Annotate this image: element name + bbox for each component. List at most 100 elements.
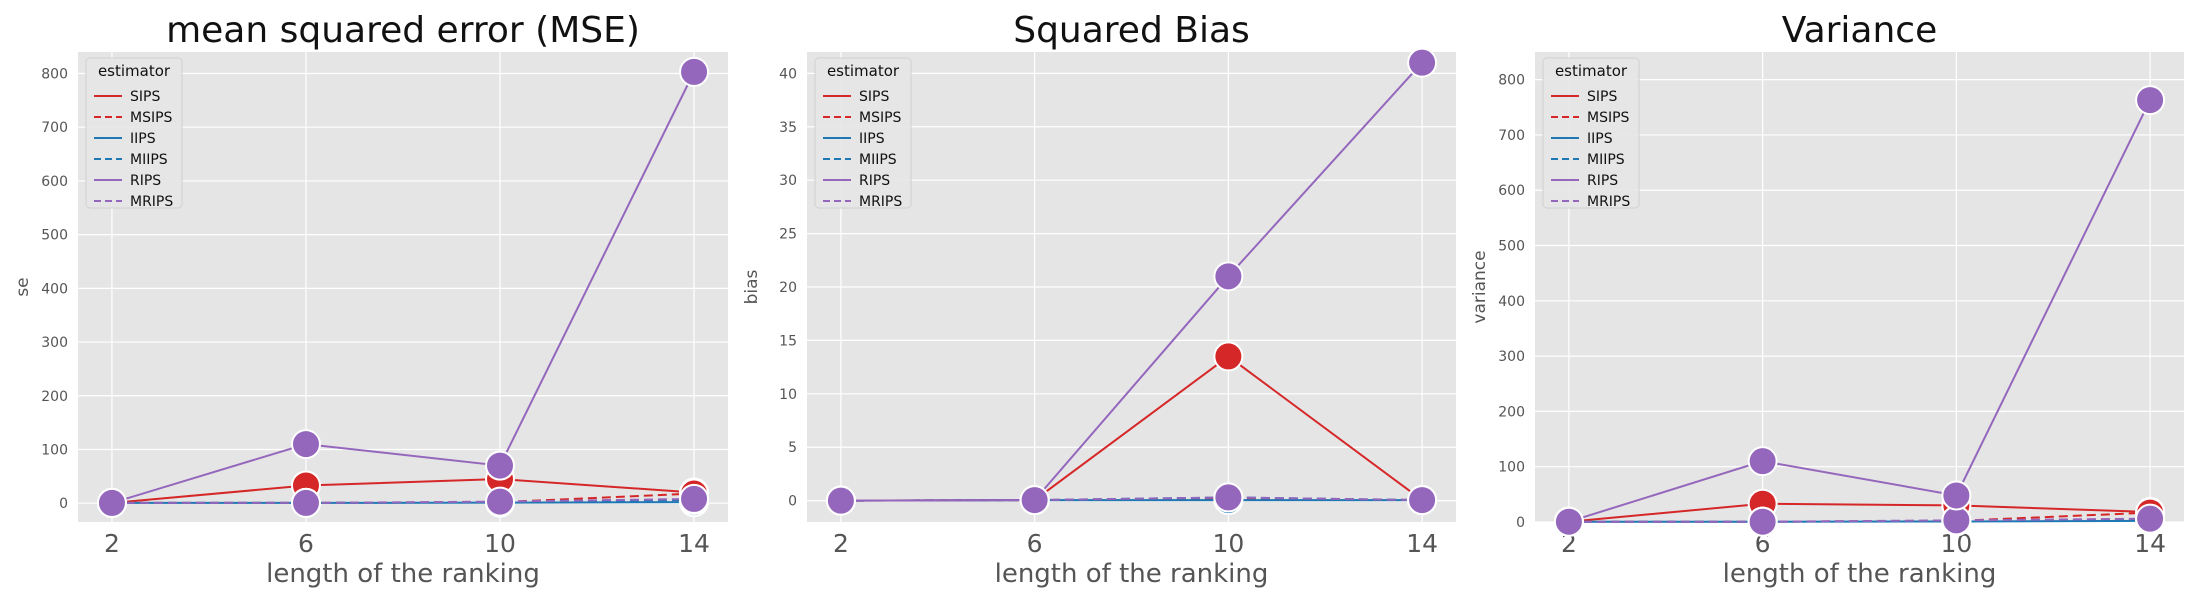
series-line-iips <box>111 501 695 504</box>
legend-entry-rips: RIPS <box>1587 173 1618 189</box>
chart-title: Variance <box>1782 10 1938 51</box>
y-tick-label: 25 <box>779 227 797 243</box>
x-axis-label: length of the ranking <box>1723 559 1997 589</box>
y-tick-label: 0 <box>1516 515 1525 531</box>
x-tick-label: 2 <box>1561 529 1577 558</box>
data-point-rips <box>1553 506 1584 537</box>
data-point-mrips <box>2135 503 2166 534</box>
series-line-rips <box>840 62 1423 502</box>
series-line-rips <box>1568 99 2151 523</box>
chart-panel-1: 0 100 200 300 400 500 600 700 800 2 6 10 14 mean squa… <box>13 10 728 589</box>
x-tick-label: 6 <box>1027 529 1043 558</box>
y-tick-label: 500 <box>1498 239 1525 255</box>
series-line-mrips <box>1568 517 2151 523</box>
data-point-rips <box>290 429 321 460</box>
data-point-mrips <box>1747 506 1778 537</box>
data-point-rips <box>2135 85 2166 116</box>
legend-entry-iips: IIPS <box>130 131 156 147</box>
plot-background <box>1535 52 2184 522</box>
data-point-mrips <box>485 486 516 517</box>
y-tick-label: 400 <box>1498 294 1525 310</box>
legend-entry-miips: MIIPS <box>130 152 168 168</box>
plot-background <box>78 52 728 522</box>
data-point-mrips <box>679 483 710 514</box>
x-tick-label: 6 <box>1755 529 1771 558</box>
legend-entry-msips: MSIPS <box>859 110 902 126</box>
y-tick-label: 400 <box>41 281 68 297</box>
x-tick-label: 10 <box>484 529 516 558</box>
legend-title: estimator <box>827 62 900 80</box>
y-tick-label: 35 <box>779 120 797 136</box>
y-tick-label: 600 <box>41 174 68 190</box>
legend-entry-sips: SIPS <box>859 89 889 105</box>
y-tick-label: 200 <box>1498 404 1525 420</box>
x-tick-label: 6 <box>298 529 314 558</box>
y-tick-label: 15 <box>779 333 797 349</box>
data-point-rips <box>679 56 710 87</box>
legend-title: estimator <box>98 62 171 80</box>
data-point-rips <box>825 485 856 516</box>
chart-title: mean squared error (MSE) <box>166 10 640 51</box>
y-tick-label: 30 <box>779 173 797 189</box>
y-tick-label: 800 <box>1498 73 1525 89</box>
y-tick-label: 10 <box>779 387 797 403</box>
x-tick-label: 14 <box>1406 529 1438 558</box>
data-point-rips <box>485 450 516 481</box>
data-point-mrips <box>290 487 321 518</box>
series-line-iips <box>1568 519 2151 523</box>
legend: estimator SIPS MSIPS IIPS MIIPS RIPS MRIPS <box>814 57 912 210</box>
data-point-rips <box>1941 480 1972 511</box>
chart-title: Squared Bias <box>1013 10 1250 51</box>
legend-entry-rips: RIPS <box>859 173 890 189</box>
series-line-msips <box>1568 511 2151 523</box>
y-tick-label: 0 <box>788 494 797 510</box>
legend-entry-iips: IIPS <box>1587 131 1613 147</box>
x-tick-label: 14 <box>678 529 710 558</box>
y-tick-label: 100 <box>1498 460 1525 476</box>
x-tick-label: 2 <box>104 529 120 558</box>
data-point-rips <box>1213 261 1244 292</box>
legend-entry-sips: SIPS <box>1587 89 1617 105</box>
series-line-sips <box>111 478 695 504</box>
y-tick-label: 20 <box>779 280 797 296</box>
y-tick-label: 800 <box>41 66 68 82</box>
legend-entry-iips: IIPS <box>859 131 885 147</box>
legend-entry-rips: RIPS <box>130 173 161 189</box>
legend-entry-sips: SIPS <box>130 89 160 105</box>
legend-entry-miips: MIIPS <box>859 152 897 168</box>
data-point-mrips <box>1941 505 1972 536</box>
series-line-sips <box>1568 502 2151 523</box>
data-point-rips <box>1747 446 1778 477</box>
legend-entry-mrips: MRIPS <box>859 194 902 210</box>
series-line-rips <box>111 71 695 504</box>
data-point-rips <box>96 487 127 518</box>
y-axis-label: se <box>13 277 33 296</box>
x-axis-label: length of the ranking <box>995 559 1269 589</box>
x-tick-label: 2 <box>833 529 849 558</box>
y-tick-label: 100 <box>41 442 68 458</box>
x-axis-label: length of the ranking <box>266 559 540 589</box>
y-tick-label: 5 <box>788 440 797 456</box>
y-tick-label: 700 <box>41 120 68 136</box>
data-point-sips <box>1213 341 1244 372</box>
legend: estimator SIPS MSIPS IIPS MIIPS RIPS MRIPS <box>85 57 183 210</box>
y-tick-label: 500 <box>41 228 68 244</box>
chart-panel-2: 0 5 10 15 20 25 30 35 40 2 6 10 14 Squared Bias length… <box>742 10 1456 589</box>
data-point-rips <box>1019 485 1050 516</box>
series-line-mrips <box>840 496 1423 502</box>
x-tick-label: 10 <box>1212 529 1244 558</box>
legend-entry-msips: MSIPS <box>1587 110 1630 126</box>
legend-entry-msips: MSIPS <box>130 110 173 126</box>
legend: estimator SIPS MSIPS IIPS MIIPS RIPS MRIPS <box>1542 57 1640 210</box>
data-point-mrips <box>1213 482 1244 513</box>
y-tick-label: 300 <box>1498 349 1525 365</box>
y-tick-label: 300 <box>41 335 68 351</box>
legend-entry-mrips: MRIPS <box>1587 194 1630 210</box>
y-axis-label: bias <box>742 269 762 304</box>
legend-entry-mrips: MRIPS <box>130 194 173 210</box>
legend-entry-miips: MIIPS <box>1587 152 1625 168</box>
data-point-rips <box>1407 47 1438 78</box>
y-tick-label: 600 <box>1498 183 1525 199</box>
